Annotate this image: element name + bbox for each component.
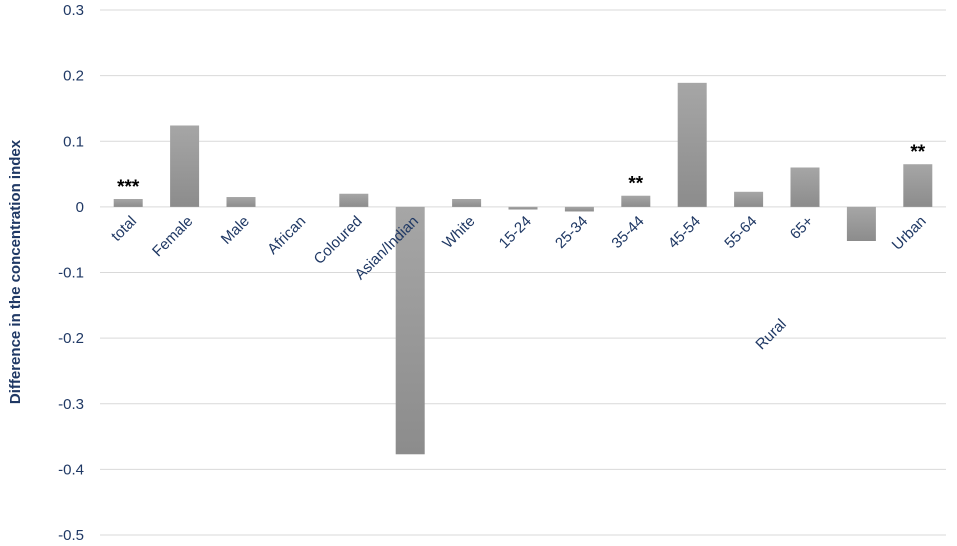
bar-white xyxy=(452,199,482,207)
y-tick-label: 0.1 xyxy=(63,133,84,150)
category-label-white: White xyxy=(439,213,478,252)
annotation-35-44: ** xyxy=(628,174,643,195)
y-tick-label: -0.5 xyxy=(58,527,84,544)
category-label-45-54: 45-54 xyxy=(665,213,704,252)
y-tick-label: -0.1 xyxy=(58,265,84,282)
category-label-25-34: 25-34 xyxy=(552,213,591,252)
y-tick-label: -0.4 xyxy=(58,461,84,478)
bar-15-24 xyxy=(508,206,538,210)
category-label-male: Male xyxy=(218,213,253,248)
category-label-urban: Urban xyxy=(889,213,930,254)
y-tick-label: 0 xyxy=(76,199,84,216)
annotation-total: *** xyxy=(117,177,140,198)
gridlines xyxy=(100,9,946,536)
bar-65- xyxy=(790,167,820,207)
bar-rural xyxy=(846,206,876,241)
bar-total xyxy=(113,199,143,207)
y-tick-label: 0.3 xyxy=(63,2,84,19)
category-label-african: African xyxy=(264,213,309,258)
bar-25-34 xyxy=(564,206,594,212)
y-tick-label: 0.2 xyxy=(63,68,84,85)
category-labels: total Female Male African ColouredAsian/Indi… xyxy=(108,213,930,354)
category-label-35-44: 35-44 xyxy=(608,213,647,252)
bar-55-64 xyxy=(734,191,764,207)
y-axis-title: Difference in the concentration index xyxy=(7,139,24,404)
annotation-urban: ** xyxy=(910,142,925,163)
bar-male xyxy=(226,197,256,207)
significance-annotations: *** **** xyxy=(117,142,926,198)
category-label-female: Female xyxy=(149,213,196,260)
y-axis-tick-labels: 0.3 0.2 0.1 0 -0.1 -0.2 -0.3 -0.4 -0.5 xyxy=(58,2,84,544)
bar-female xyxy=(170,125,200,207)
category-label-coloured: Coloured xyxy=(311,213,366,268)
category-label-15-24: 15-24 xyxy=(496,213,535,252)
bar-urban xyxy=(903,164,933,207)
category-label-total: total xyxy=(108,213,140,245)
y-tick-label: -0.2 xyxy=(58,330,84,347)
category-label-rural: Rural xyxy=(752,316,789,353)
bars xyxy=(113,82,933,455)
bar-coloured xyxy=(339,193,369,207)
category-label-65-: 65+ xyxy=(787,213,817,243)
bar-45-54 xyxy=(677,82,707,207)
y-tick-label: -0.3 xyxy=(58,396,84,413)
bar-35-44 xyxy=(621,195,651,207)
bar-asian-indian xyxy=(395,206,425,455)
category-label-55-64: 55-64 xyxy=(721,213,760,252)
